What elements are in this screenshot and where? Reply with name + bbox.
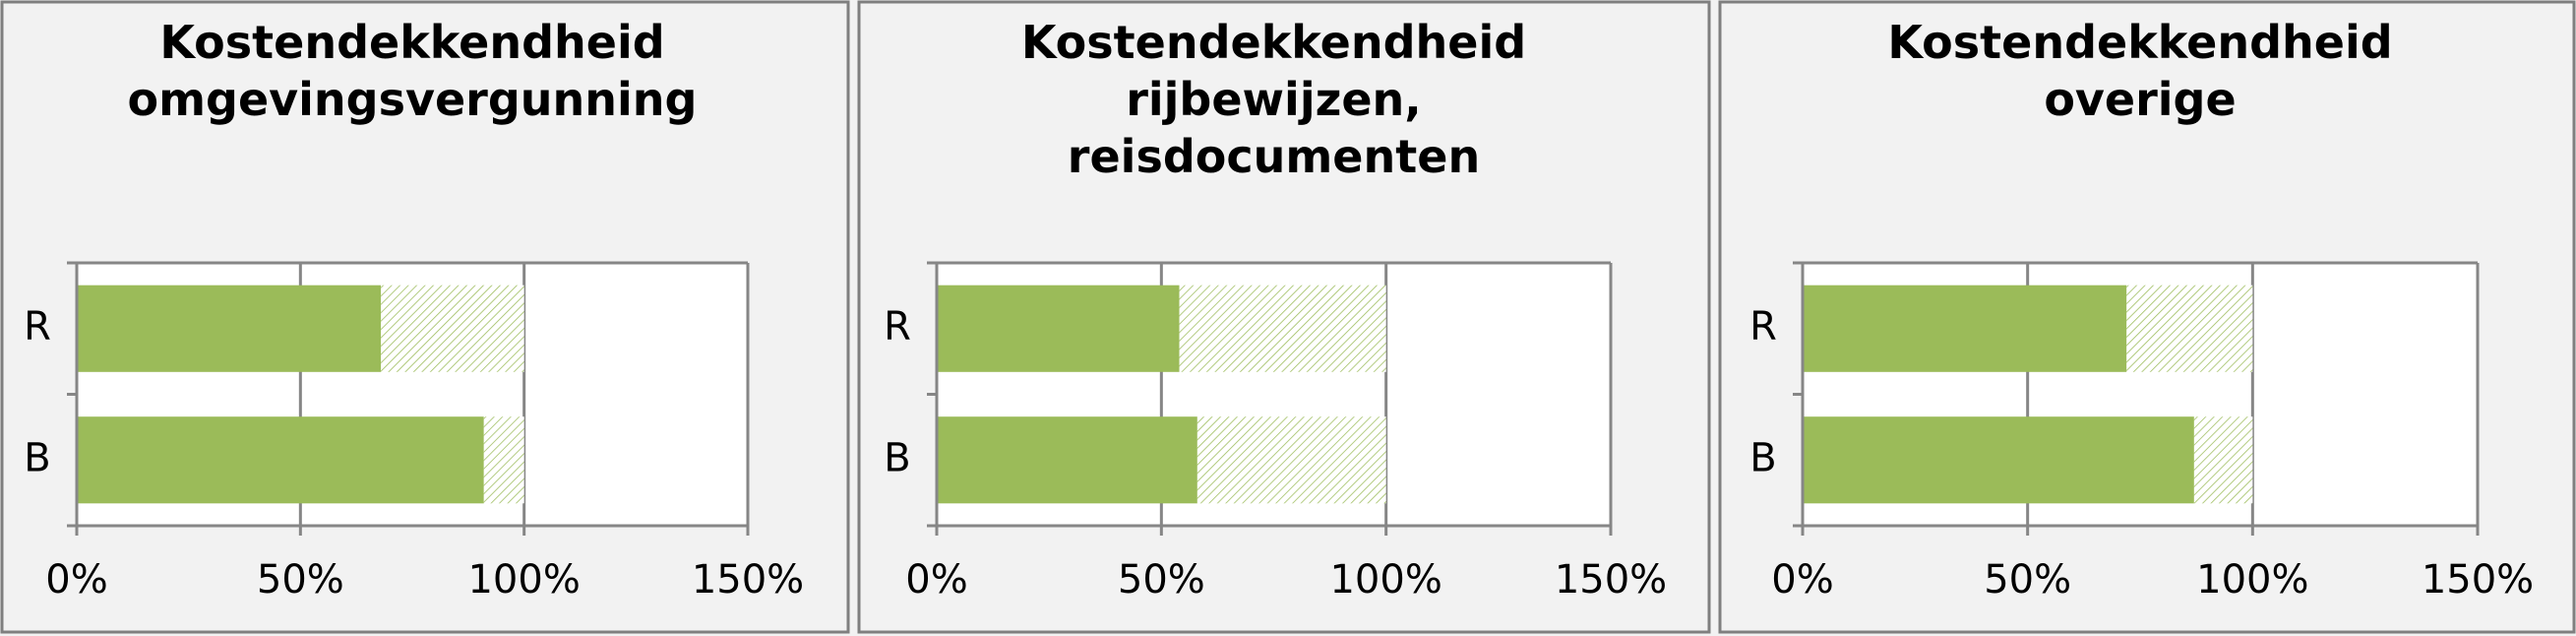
x-tick-label: 50% [257,557,344,603]
bar [937,416,1197,504]
bar [77,285,382,372]
bar-remainder [2193,416,2253,504]
y-tick-label: B [24,435,50,480]
bar-remainder [2126,285,2253,372]
x-tick-label: 50% [1118,557,1205,603]
bar-remainder [1179,285,1386,372]
y-tick-label: B [884,435,910,480]
x-tick-label: 100% [467,557,580,603]
y-tick-label: R [884,304,911,350]
bar [1803,285,2127,372]
chart-title: Kostendekkendheid overige [1887,16,2393,126]
x-tick-label: 100% [1329,557,1441,603]
chart-title: Kostendekkendheid rijbewijzen, reisdocum… [1020,16,1527,183]
y-tick-label: B [1749,435,1776,480]
x-tick-label: 150% [2422,557,2534,603]
x-tick-label: 0% [45,557,107,603]
x-tick-label: 0% [905,557,967,603]
x-tick-label: 150% [692,557,804,603]
y-tick-label: R [24,304,51,350]
x-tick-label: 0% [1771,557,1833,603]
bar-remainder [483,416,524,504]
bar [1803,416,2194,504]
bar [937,285,1180,372]
bar-remainder [381,285,524,372]
x-tick-label: 50% [1984,557,2071,603]
x-tick-label: 100% [2196,557,2308,603]
x-tick-label: 150% [1555,557,1667,603]
y-tick-label: R [1749,304,1777,350]
chart-title: Kostendekkendheid omgevingsvergunning [127,16,698,126]
bar [77,416,484,504]
bar-remainder [1196,416,1386,504]
